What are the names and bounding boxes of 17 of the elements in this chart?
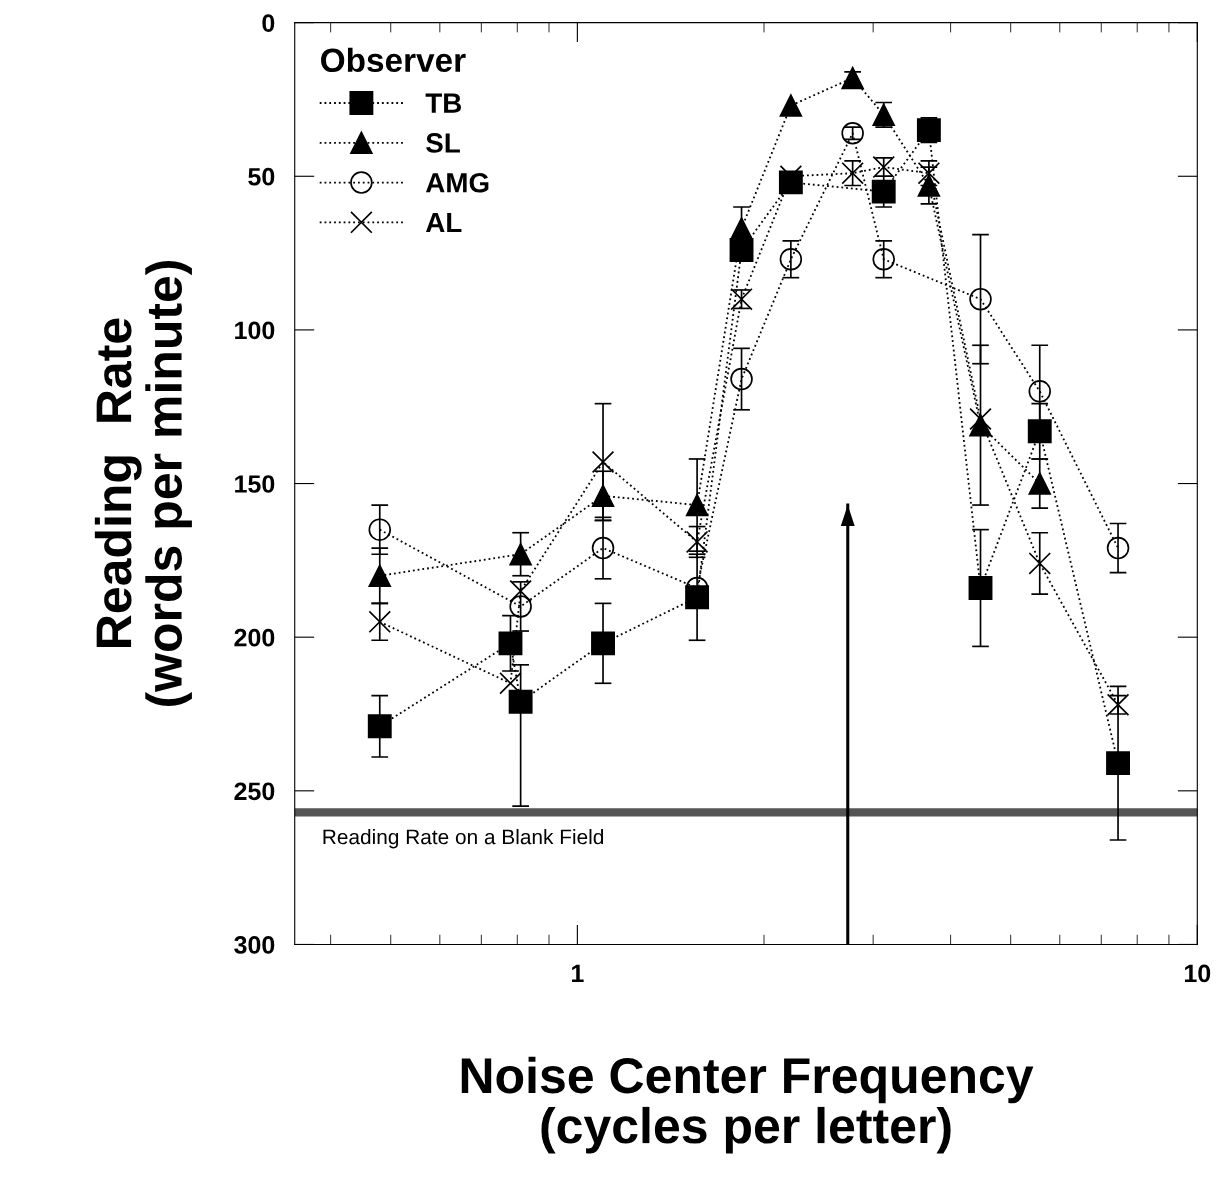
legend-label: SL — [426, 133, 460, 153]
y-tick-label: 200 — [234, 628, 275, 647]
legend-label: AMG — [425, 172, 489, 193]
legend-title: Observer — [321, 47, 466, 73]
x-tick-label: 10 — [1184, 964, 1211, 983]
ref-line-label: Reading Rate on a Blank Field — [323, 829, 604, 849]
legend-label: AL — [425, 212, 462, 233]
y-tick-label: 50 — [248, 167, 275, 186]
x-tick-label: 1 — [571, 964, 584, 983]
x-axis-title: Noise Center Frequency (cycles per letter) — [461, 1056, 1034, 1154]
y-tick-label: 100 — [235, 321, 275, 340]
legend-label: TB — [425, 93, 462, 113]
y-tick-label: 150 — [235, 475, 275, 493]
y-tick-label: 300 — [234, 936, 275, 954]
y-tick-label: 0 — [262, 14, 275, 32]
y-axis-title: Reading Rate (words per minute) — [94, 261, 192, 707]
y-tick-label: 250 — [234, 782, 275, 801]
